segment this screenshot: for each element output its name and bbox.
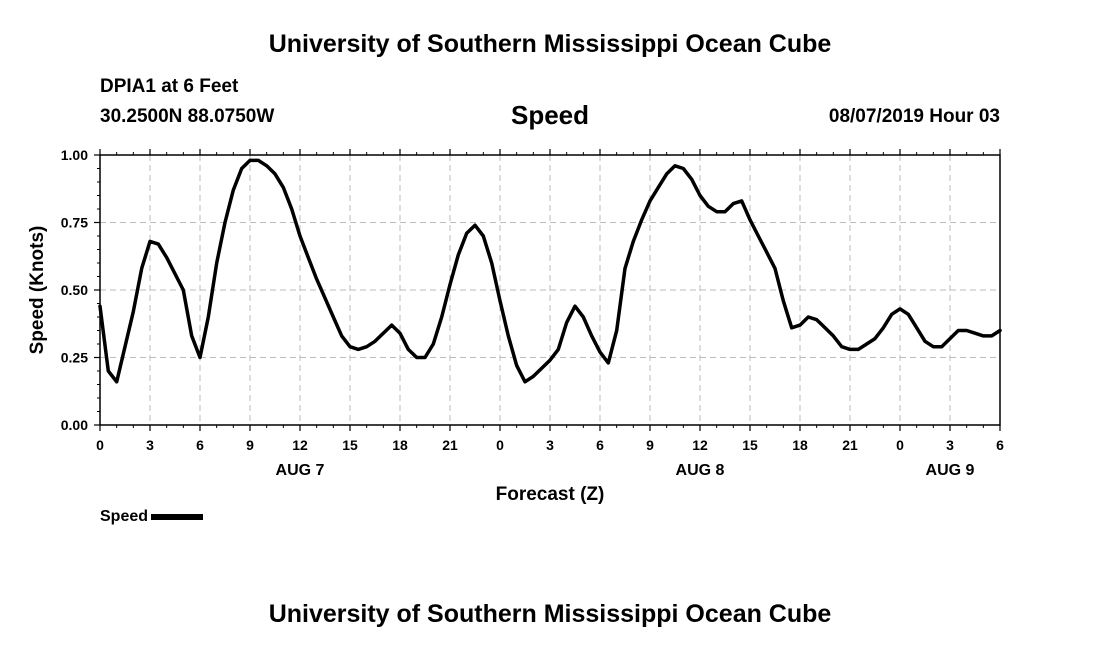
x-axis-label: Forecast (Z) (496, 484, 605, 505)
y-tick-label: 0.25 (61, 350, 88, 366)
date-label: AUG 7 (276, 462, 325, 479)
y-tick-label: 0.75 (61, 215, 88, 231)
y-axis-label: Speed (Knots) (27, 226, 48, 355)
speed-chart: 0 3 6 9 12 15 18 21 0 3 6 9 12 15 18 21 0 3 6 0.00 0.25 0.50 0… (27, 147, 1004, 505)
x-tick-label: 6 (596, 437, 604, 453)
chart-title: Speed (510, 100, 590, 130)
y-tick-label: 0.50 (61, 282, 88, 298)
station-label: DPIA1 at 6 Feet (100, 76, 239, 97)
x-tick-label: 6 (196, 437, 204, 453)
x-tick-label: 12 (692, 437, 708, 453)
grid-lines (100, 155, 1000, 425)
x-tick-label: 15 (742, 437, 758, 453)
x-tick-label: 0 (496, 437, 504, 453)
footer-title: University of Southern Mississippi Ocean… (268, 600, 832, 628)
x-tick-label: 9 (246, 437, 254, 453)
legend-swatch (151, 513, 204, 520)
x-tick-label: 9 (646, 437, 654, 453)
legend: Speed (100, 508, 204, 526)
y-tick-label: 0.00 (61, 417, 88, 433)
axis-ticks: 0 3 6 9 12 15 18 21 0 3 6 9 12 15 18 21 0 3 6 0.00 0.25 0.50 0… (61, 147, 1004, 479)
x-tick-label: 21 (842, 437, 858, 453)
x-tick-label: 3 (146, 437, 154, 453)
x-tick-label: 21 (442, 437, 458, 453)
x-tick-label: 3 (946, 437, 954, 453)
x-tick-label: 12 (292, 437, 308, 453)
date-label: AUG 9 (926, 462, 975, 479)
date-label: AUG 8 (676, 462, 725, 479)
x-tick-label: 15 (342, 437, 358, 453)
series-layer (98, 158, 1002, 384)
x-tick-label: 18 (792, 437, 808, 453)
series-line-speed (98, 158, 1002, 384)
forecast-datetime: 08/07/2019 Hour 03 (828, 106, 1000, 127)
coordinates-label: 30.2500N 88.0750W (100, 106, 275, 127)
legend-label: Speed (100, 508, 149, 525)
x-tick-label: 3 (546, 437, 554, 453)
x-tick-label: 18 (392, 437, 408, 453)
x-tick-label: 0 (96, 437, 104, 453)
y-tick-label: 1.00 (61, 147, 88, 163)
x-tick-label: 0 (896, 437, 904, 453)
page-title: University of Southern Mississippi Ocean… (268, 30, 832, 58)
x-tick-label: 6 (996, 437, 1004, 453)
